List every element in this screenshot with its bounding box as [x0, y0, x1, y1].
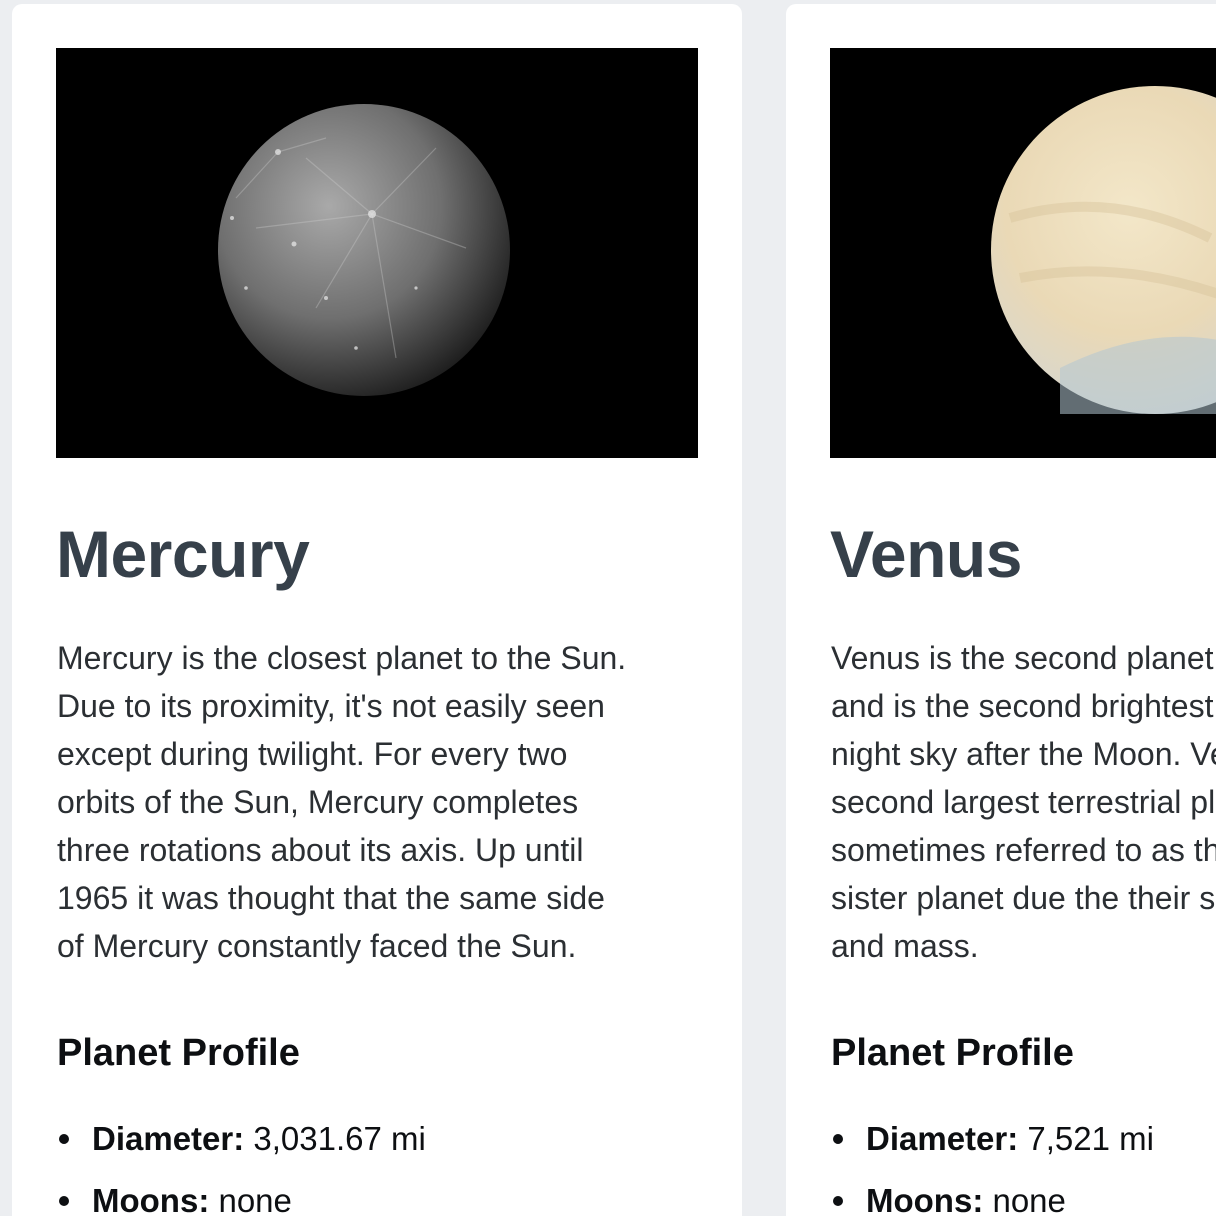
planet-card-venus: Venus Venus is the second planet from th…	[786, 4, 1216, 1216]
bullet-icon	[59, 1196, 69, 1206]
fact-value: none	[983, 1182, 1066, 1216]
fact-label: Moons:	[92, 1182, 210, 1216]
description-line: Venus is the second planet from the Sun	[831, 640, 1216, 676]
fact-label: Diameter:	[866, 1120, 1019, 1157]
description-line: sister planet due the their similar size	[831, 880, 1216, 916]
planet-facts-list: Diameter: 7,521 mi Moons: none	[831, 1108, 1154, 1216]
fact-value: 7,521 mi	[1018, 1120, 1154, 1157]
description-line: of Mercury constantly faced the Sun.	[57, 928, 577, 964]
description-line: except during twilight. For every two	[57, 736, 568, 772]
planet-title: Mercury	[56, 517, 310, 591]
planet-title: Venus	[830, 517, 1022, 591]
fact-moons: Moons: none	[831, 1170, 1154, 1216]
description-line: sometimes referred to as the Earth's	[831, 832, 1216, 868]
fact-diameter: Diameter: 3,031.67 mi	[57, 1108, 426, 1170]
planet-card-mercury: Mercury Mercury is the closest planet to…	[12, 4, 742, 1216]
description-line: and is the second brightest object in th…	[831, 688, 1216, 724]
description-line: second largest terrestrial planet and is	[831, 784, 1216, 820]
description-line: three rotations about its axis. Up until	[57, 832, 584, 868]
planet-profile-heading: Planet Profile	[831, 1032, 1074, 1074]
bullet-icon	[833, 1134, 843, 1144]
description-line: 1965 it was thought that the same side	[57, 880, 605, 916]
bullet-icon	[833, 1196, 843, 1206]
planet-description: Mercury is the closest planet to the Sun…	[57, 634, 717, 970]
description-line: night sky after the Moon. Venus is the	[831, 736, 1216, 772]
fact-label: Moons:	[866, 1182, 984, 1216]
bullet-icon	[59, 1134, 69, 1144]
venus-photo	[830, 48, 1216, 458]
planet-facts-list: Diameter: 3,031.67 mi Moons: none	[57, 1108, 426, 1216]
fact-value: 3,031.67 mi	[244, 1120, 426, 1157]
fact-diameter: Diameter: 7,521 mi	[831, 1108, 1154, 1170]
planet-profile-heading: Planet Profile	[57, 1032, 300, 1074]
description-line: Due to its proximity, it's not easily se…	[57, 688, 605, 724]
fact-moons: Moons: none	[57, 1170, 426, 1216]
planet-description: Venus is the second planet from the Sun …	[831, 634, 1216, 970]
description-line: Mercury is the closest planet to the Sun…	[57, 640, 627, 676]
description-line: and mass.	[831, 928, 979, 964]
description-line: orbits of the Sun, Mercury completes	[57, 784, 579, 820]
mercury-photo	[56, 48, 698, 458]
fact-value: none	[209, 1182, 292, 1216]
fact-label: Diameter:	[92, 1120, 245, 1157]
